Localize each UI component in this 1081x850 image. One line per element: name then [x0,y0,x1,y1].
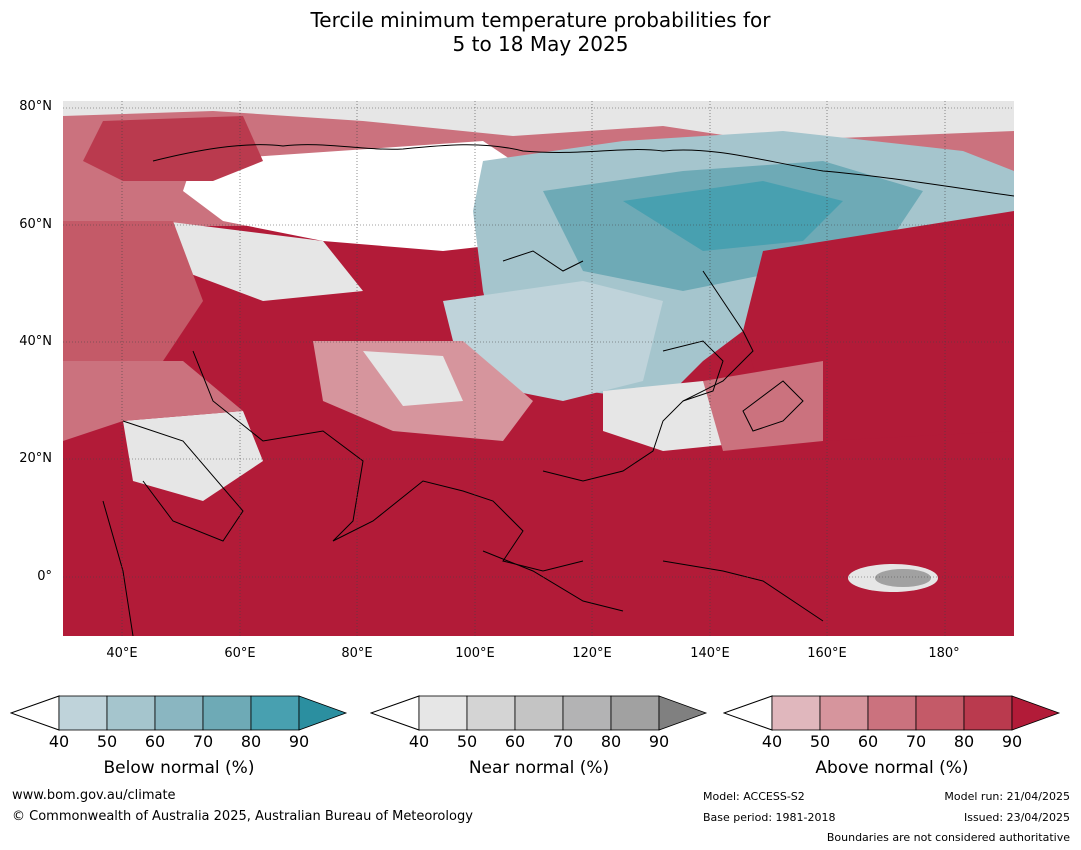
tick-label: 80 [953,732,975,751]
colorbar-below-bin-3 [154,695,204,731]
colorbar-near-bin-4 [562,695,612,731]
colorbar-above-bin-1 [771,695,821,731]
footer-disclaimer: Boundaries are not considered authoritat… [826,831,1070,844]
colorbar-near-bin-5 [610,695,660,731]
tick-label: 50 [456,732,478,751]
colorbar-above-bin-5 [963,695,1013,731]
tick-label: 40 [48,732,70,751]
colorbar-below-low-tri [10,695,60,731]
lon-label-160e: 160°E [807,646,847,661]
tick-label: 70 [192,732,214,751]
colorbar-below-bin-2 [106,695,156,731]
lat-label-60n: 60°N [19,217,52,232]
colorbar-above-bin-4 [915,695,965,731]
colorbar-near-bin-2 [466,695,516,731]
lon-label-60e: 60°E [224,646,256,661]
tibet-near [363,351,463,406]
tick-label: 70 [905,732,927,751]
tick-label: 90 [1001,732,1023,751]
siberia-white [183,141,543,251]
colorbar-near-high-tri [658,695,708,731]
lat-label-20n: 20°N [19,451,52,466]
footer-issued: Issued: 23/04/2025 [963,811,1070,824]
colorbar-below-high-tri [298,695,348,731]
lon-label-120e: 120°E [572,646,612,661]
colorbar-above-bin-3 [867,695,917,731]
tick-label: 90 [288,732,310,751]
japan-above [703,361,823,451]
arctic-near-normal [63,101,1014,141]
tick-label: 90 [648,732,670,751]
footer-model-run: Model run: 21/04/2025 [944,790,1070,803]
colorbar-near-bin-3 [514,695,564,731]
tick-label: 70 [552,732,574,751]
tick-label: 60 [857,732,879,751]
tick-label: 40 [408,732,430,751]
lon-label-80e: 80°E [341,646,373,661]
siberia-below-core [623,181,843,251]
colorbar-below-label: Below normal (%) [103,758,255,778]
footer-model: Model: ACCESS-S2 [703,790,805,803]
tick-label: 80 [600,732,622,751]
lon-label-140e: 140°E [690,646,730,661]
colorbar-above-label: Above normal (%) [815,758,969,778]
pacific-near-core [875,569,931,587]
tick-label: 60 [144,732,166,751]
tick-label: 60 [504,732,526,751]
colorbar-below-bin-1 [58,695,108,731]
lon-label-180: 180° [928,646,960,661]
tick-label: 50 [809,732,831,751]
footer-url[interactable]: www.bom.gov.au/climate [12,788,176,803]
arabia-near [123,411,263,501]
probability-map [63,101,1014,636]
colorbar-near-label: Near normal (%) [468,758,610,778]
title-line-1: Tercile minimum temperature probabilitie… [310,8,771,32]
central-asia-near [163,221,363,301]
lat-label-80n: 80°N [19,99,52,114]
map-canvas [63,101,1014,636]
middle-east-above [63,361,243,441]
gridlines [63,101,1014,636]
footer-base-period: Base period: 1981-2018 [703,811,836,824]
colorbar-below-bin-5 [250,695,300,731]
footer-copyright: © Commonwealth of Australia 2025, Austra… [12,809,473,824]
east-europe-above [63,221,203,361]
colorbar-above-bin-2 [819,695,869,731]
tick-label: 40 [761,732,783,751]
lon-label-100e: 100°E [455,646,495,661]
colorbar-near-bin-1 [418,695,468,731]
colorbar-near-low-tri [370,695,420,731]
colorbar-below [10,695,348,731]
tick-label: 80 [240,732,262,751]
colorbar-above-high-tri [1011,695,1061,731]
map-title: Tercile minimum temperature probabilitie… [0,8,1081,56]
colorbar-near [370,695,708,731]
scandinavia-above [83,116,263,181]
colorbar-above [723,695,1061,731]
lat-label-40n: 40°N [19,334,52,349]
tick-label: 50 [96,732,118,751]
lat-label-0: 0° [37,569,52,584]
title-line-2: 5 to 18 May 2025 [452,32,629,56]
lon-label-40e: 40°E [106,646,138,661]
colorbar-above-low-tri [723,695,773,731]
colorbar-below-bin-4 [202,695,252,731]
coastlines [102,144,1014,636]
